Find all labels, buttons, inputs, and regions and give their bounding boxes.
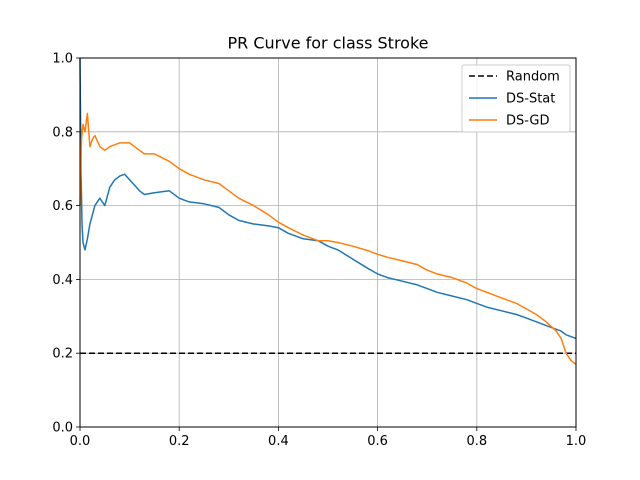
x-tick-label: 0.2 — [169, 434, 190, 449]
legend: Random DS-Stat DS-GD — [461, 64, 571, 133]
y-tick-label: 1.0 — [52, 52, 73, 67]
axes: 0.0 0.2 0.4 0.6 0.8 1.0 0.0 0.2 0.4 0.6 0.8 1.0 — [52, 52, 586, 450]
y-tick-label: 0.6 — [52, 199, 73, 214]
legend-label-random: Random — [506, 70, 560, 85]
legend-label-ds-gd: DS-GD — [506, 114, 550, 129]
chart-title: PR Curve for class Stroke — [227, 34, 428, 53]
x-tick-label: 0.4 — [268, 434, 289, 449]
x-tick-label: 1.0 — [566, 434, 587, 449]
series-line-ds-gd — [79, 112, 577, 365]
y-tick-label: 0.0 — [52, 421, 73, 436]
y-tick-label: 0.4 — [52, 273, 73, 288]
plot-frame — [79, 57, 577, 428]
y-tick-label: 0.2 — [52, 347, 73, 362]
x-tick-label: 0.6 — [367, 434, 388, 449]
series-line-ds-stat — [79, 57, 577, 340]
series-layer — [79, 57, 577, 365]
x-tick-label: 0.0 — [70, 434, 91, 449]
y-tick-label: 0.8 — [52, 125, 73, 140]
legend-label-ds-stat: DS-Stat — [506, 92, 555, 107]
x-tick-label: 0.8 — [466, 434, 487, 449]
legend-box — [461, 64, 571, 133]
